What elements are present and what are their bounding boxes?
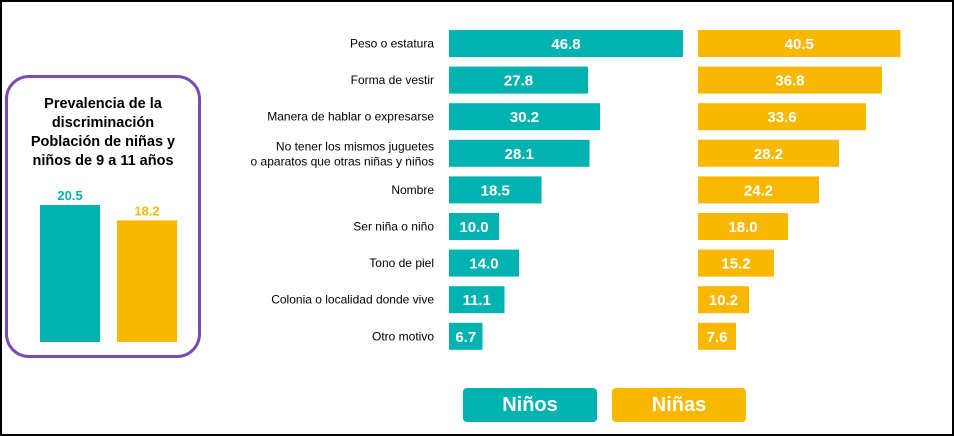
bar-ninos [449,176,542,204]
bar-value-label: 14.0 [469,256,498,273]
bar-value-label: 36.8 [775,73,804,90]
category-label: Manera de hablar o expresarse [267,110,434,124]
panel-title: Prevalencia de la discriminación Poblaci… [8,95,198,171]
prevalence-panel: Prevalencia de la discriminación Poblaci… [5,75,201,358]
panel-bar-value-label: 20.5 [57,188,82,203]
bar-ninas [698,30,901,57]
bar-value-label: 15.2 [721,256,750,273]
bar-ninos [449,286,505,314]
bar-value-label: 27.8 [504,73,533,90]
bar-value-label: 33.6 [767,109,796,126]
panel-title-line: discriminación [51,115,155,131]
bar-ninos [449,66,588,94]
bar-value-label: 11.1 [463,292,491,309]
category-label: Tono de piel [369,256,434,270]
bar-value-label: 18.5 [481,182,510,199]
legend-ninas: Niñas [612,388,746,422]
bar-ninas [698,66,882,94]
bar-ninas [698,322,736,350]
bar-value-label: 18.0 [728,219,757,236]
bar-value-label: 28.2 [754,146,783,163]
category-label: Otro motivo [372,329,434,343]
bar-ninas [698,103,866,131]
bar-ninas [698,176,819,204]
bar-value-label: 6.7 [455,329,476,346]
bar-ninos [449,30,683,57]
bar-ninas [698,213,788,240]
category-label: Forma de vestir [351,73,434,87]
bar-value-label: 10.2 [709,292,738,309]
panel-bar-ninos [40,205,100,342]
bar-value-label: 24.2 [744,182,773,199]
bar-ninas [698,249,774,277]
bar-ninas [698,139,839,167]
bar-ninos [449,322,483,350]
category-label: Colonia o localidad donde vive [271,293,434,307]
category-label: Ser niña o niño [353,220,434,234]
panel-title-line: Población de niñas y [30,134,176,150]
bar-ninos [449,103,600,131]
panel-bar-ninas [117,220,177,342]
category-label: No tener los mismos juguetes o aparatos q… [251,139,434,168]
bar-value-label: 30.2 [510,109,539,126]
panel-bar-value-label: 18.2 [134,203,159,218]
bar-value-label: 7.6 [707,329,728,346]
category-label: Peso o estatura [350,37,434,51]
panel-title-line: Prevalencia de la [44,96,162,112]
category-label: Nombre [391,183,434,197]
panel-title-line: niños de 9 a 11 años [32,153,174,169]
bar-value-label: 40.5 [785,36,814,53]
legend-ninos: Niños [463,388,597,422]
bar-ninos [449,249,519,277]
bar-ninas [698,286,749,314]
bar-ninos [449,213,499,240]
bar-ninos [449,139,590,167]
bar-value-label: 28.1 [505,146,534,163]
bar-value-label: 46.8 [551,36,580,53]
bar-value-label: 10.0 [459,219,488,236]
